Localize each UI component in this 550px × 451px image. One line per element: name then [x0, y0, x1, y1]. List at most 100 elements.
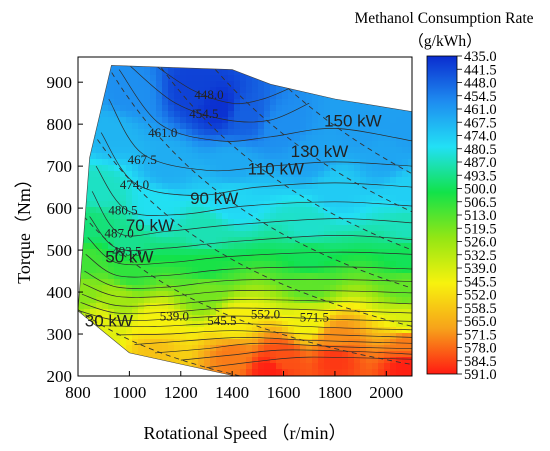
heat-cell	[360, 285, 367, 292]
heat-cell	[246, 159, 253, 166]
heat-cell	[156, 183, 163, 190]
heat-cell	[90, 213, 97, 220]
consumption-contour	[129, 65, 310, 123]
heat-cell	[402, 183, 409, 190]
heat-cell	[324, 111, 331, 118]
heat-cell	[144, 147, 151, 154]
heat-cell	[90, 123, 97, 130]
heat-cell	[162, 357, 169, 364]
heat-cell	[390, 207, 397, 214]
heat-cell	[252, 225, 259, 232]
heat-cell	[186, 297, 193, 304]
heat-cell	[354, 279, 361, 286]
heat-cell	[390, 87, 397, 94]
heat-cell	[246, 249, 253, 256]
heat-cell	[312, 189, 319, 196]
heat-cell	[84, 303, 91, 310]
heat-cell	[216, 279, 223, 286]
heat-cell	[306, 123, 313, 130]
heat-cell	[198, 369, 205, 376]
heat-cell	[360, 297, 367, 304]
heat-cell	[294, 315, 301, 322]
heat-cell	[192, 303, 199, 310]
heat-cell	[258, 279, 265, 286]
heat-cell	[348, 165, 355, 172]
heat-cell	[402, 135, 409, 142]
heat-cell	[246, 327, 253, 334]
heat-cell	[372, 69, 379, 76]
heat-cell	[162, 99, 169, 106]
heat-cell	[96, 135, 103, 142]
heat-cell	[132, 249, 139, 256]
heat-cell	[288, 309, 295, 316]
heat-cell	[156, 177, 163, 184]
heat-cell	[384, 351, 391, 358]
heat-cell	[330, 141, 337, 148]
heat-cell	[192, 351, 199, 358]
heat-cell	[348, 231, 355, 238]
heat-cell	[336, 273, 343, 280]
heat-cell	[108, 135, 115, 142]
heat-cell	[402, 75, 409, 82]
heat-cell	[162, 81, 169, 88]
heat-cell	[150, 65, 157, 70]
heat-cell	[186, 321, 193, 328]
heat-cell	[378, 81, 385, 88]
heat-cell	[300, 93, 307, 100]
heat-cell	[96, 243, 103, 250]
heat-cell	[204, 237, 211, 244]
heat-cell	[402, 129, 409, 136]
heat-cell	[84, 81, 91, 88]
heat-cell	[384, 297, 391, 304]
heat-cell	[312, 69, 319, 76]
heat-cell	[228, 129, 235, 136]
heat-cell	[138, 369, 145, 376]
heat-cell	[372, 177, 379, 184]
heat-cell	[252, 363, 259, 370]
heat-cell	[390, 153, 397, 160]
heat-cell	[240, 357, 247, 364]
heat-cell	[174, 333, 181, 340]
heat-cell	[180, 141, 187, 148]
heat-cell	[294, 99, 301, 106]
heat-cell	[342, 153, 349, 160]
heat-cell	[294, 333, 301, 340]
heat-cell	[222, 65, 229, 70]
heat-cell	[378, 249, 385, 256]
heat-cell	[288, 339, 295, 346]
heat-cell	[390, 237, 397, 244]
heat-cell	[186, 357, 193, 364]
heat-cell	[318, 333, 325, 340]
heat-cell	[264, 249, 271, 256]
heat-cell	[270, 141, 277, 148]
heat-cell	[180, 93, 187, 100]
heat-cell	[156, 105, 163, 112]
heat-cell	[372, 117, 379, 124]
heat-cell	[234, 225, 241, 232]
heat-cell	[108, 315, 115, 322]
heat-cell	[132, 369, 139, 376]
heat-cell	[402, 327, 409, 334]
heat-cell	[114, 213, 121, 220]
heat-cell	[180, 75, 187, 82]
heat-cell	[330, 87, 337, 94]
heat-cell	[294, 165, 301, 172]
heat-cell	[78, 291, 85, 298]
heat-cell	[138, 339, 145, 346]
heat-cell	[132, 177, 139, 184]
heat-cell	[264, 111, 271, 118]
heat-cell	[228, 147, 235, 154]
heat-cell	[276, 303, 283, 310]
heat-cell	[144, 183, 151, 190]
heat-cell	[174, 339, 181, 346]
heat-cell	[228, 357, 235, 364]
heat-cell	[390, 111, 397, 118]
heat-cell	[294, 147, 301, 154]
heat-cell	[228, 333, 235, 340]
heat-cell	[198, 69, 205, 76]
heat-cell	[246, 255, 253, 262]
heat-cell	[126, 249, 133, 256]
heat-cell	[372, 153, 379, 160]
heat-cell	[228, 207, 235, 214]
heat-cell	[324, 171, 331, 178]
